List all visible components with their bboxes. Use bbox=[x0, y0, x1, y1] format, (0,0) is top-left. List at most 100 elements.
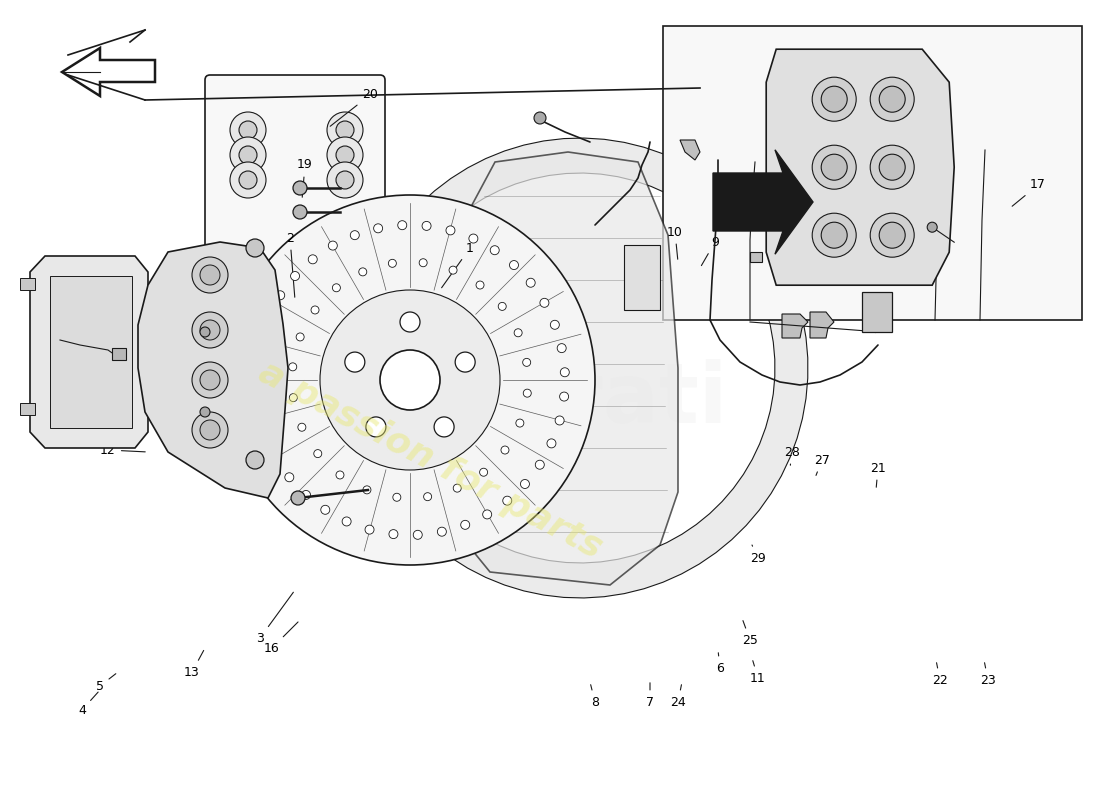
Circle shape bbox=[469, 234, 477, 243]
Text: 1: 1 bbox=[441, 242, 474, 288]
Circle shape bbox=[879, 154, 905, 180]
FancyBboxPatch shape bbox=[663, 26, 1082, 320]
Circle shape bbox=[308, 255, 317, 264]
Bar bbox=[20, 278, 35, 290]
Circle shape bbox=[285, 473, 294, 482]
Circle shape bbox=[461, 520, 470, 530]
Circle shape bbox=[389, 530, 398, 538]
Circle shape bbox=[336, 171, 354, 189]
Circle shape bbox=[239, 146, 257, 164]
Circle shape bbox=[200, 265, 220, 285]
Circle shape bbox=[359, 268, 366, 276]
Circle shape bbox=[879, 222, 905, 248]
Polygon shape bbox=[750, 252, 762, 262]
Circle shape bbox=[534, 112, 546, 124]
Circle shape bbox=[314, 450, 322, 458]
Circle shape bbox=[414, 530, 422, 539]
Circle shape bbox=[812, 214, 856, 258]
Circle shape bbox=[336, 471, 344, 479]
Text: 4: 4 bbox=[78, 692, 98, 717]
Circle shape bbox=[296, 333, 304, 341]
Circle shape bbox=[264, 312, 273, 321]
Circle shape bbox=[424, 493, 431, 501]
Circle shape bbox=[200, 420, 220, 440]
Circle shape bbox=[503, 496, 512, 505]
Circle shape bbox=[336, 146, 354, 164]
Circle shape bbox=[476, 281, 484, 289]
Circle shape bbox=[200, 370, 220, 390]
Circle shape bbox=[192, 312, 228, 348]
Circle shape bbox=[560, 392, 569, 401]
Circle shape bbox=[812, 77, 856, 122]
Circle shape bbox=[200, 407, 210, 417]
Bar bbox=[862, 292, 892, 332]
Text: 20: 20 bbox=[330, 89, 378, 126]
Circle shape bbox=[388, 259, 396, 267]
Circle shape bbox=[276, 290, 285, 300]
Circle shape bbox=[246, 451, 264, 469]
Text: 2: 2 bbox=[286, 231, 295, 298]
Circle shape bbox=[226, 195, 595, 565]
Circle shape bbox=[321, 506, 330, 514]
Circle shape bbox=[239, 171, 257, 189]
Text: 5: 5 bbox=[96, 674, 115, 693]
Circle shape bbox=[256, 335, 265, 344]
Circle shape bbox=[366, 417, 386, 437]
Circle shape bbox=[288, 363, 297, 371]
Circle shape bbox=[393, 494, 400, 502]
Circle shape bbox=[455, 352, 475, 372]
Text: 25: 25 bbox=[742, 621, 758, 646]
Circle shape bbox=[398, 221, 407, 230]
Text: 23: 23 bbox=[980, 662, 996, 686]
Circle shape bbox=[870, 77, 914, 122]
Circle shape bbox=[327, 137, 363, 173]
Circle shape bbox=[363, 486, 371, 494]
Circle shape bbox=[516, 419, 524, 427]
Circle shape bbox=[524, 389, 531, 397]
Text: 19: 19 bbox=[297, 158, 312, 198]
Circle shape bbox=[342, 517, 351, 526]
Circle shape bbox=[293, 205, 307, 219]
Circle shape bbox=[500, 446, 509, 454]
Text: a passion for parts: a passion for parts bbox=[253, 355, 607, 565]
Text: 15: 15 bbox=[202, 318, 236, 354]
Text: 9: 9 bbox=[702, 235, 719, 266]
Circle shape bbox=[419, 258, 427, 266]
Circle shape bbox=[254, 407, 263, 416]
Circle shape bbox=[327, 112, 363, 148]
Polygon shape bbox=[455, 152, 678, 585]
Circle shape bbox=[200, 320, 220, 340]
Circle shape bbox=[311, 306, 319, 314]
Bar bbox=[20, 403, 35, 415]
Text: 27: 27 bbox=[814, 454, 829, 475]
Circle shape bbox=[200, 327, 210, 337]
Circle shape bbox=[522, 358, 530, 366]
Text: 10: 10 bbox=[667, 226, 683, 259]
Circle shape bbox=[327, 162, 363, 198]
Circle shape bbox=[400, 312, 420, 332]
Circle shape bbox=[292, 491, 305, 505]
Text: 12: 12 bbox=[100, 443, 145, 457]
Circle shape bbox=[550, 320, 559, 330]
Circle shape bbox=[453, 484, 461, 492]
Circle shape bbox=[328, 241, 338, 250]
Circle shape bbox=[192, 257, 228, 293]
Text: maserati: maserati bbox=[312, 359, 728, 441]
Circle shape bbox=[480, 468, 487, 476]
Circle shape bbox=[332, 284, 340, 292]
Circle shape bbox=[870, 214, 914, 258]
Polygon shape bbox=[50, 276, 132, 428]
Polygon shape bbox=[138, 242, 288, 498]
Circle shape bbox=[285, 285, 475, 475]
Text: 13: 13 bbox=[184, 650, 204, 678]
Circle shape bbox=[822, 222, 847, 248]
Circle shape bbox=[293, 181, 307, 195]
Circle shape bbox=[446, 226, 455, 235]
Polygon shape bbox=[713, 150, 813, 254]
Polygon shape bbox=[624, 245, 660, 310]
Circle shape bbox=[336, 121, 354, 139]
Polygon shape bbox=[767, 50, 954, 286]
Circle shape bbox=[350, 230, 360, 240]
Circle shape bbox=[927, 222, 937, 232]
Text: 22: 22 bbox=[932, 662, 948, 686]
